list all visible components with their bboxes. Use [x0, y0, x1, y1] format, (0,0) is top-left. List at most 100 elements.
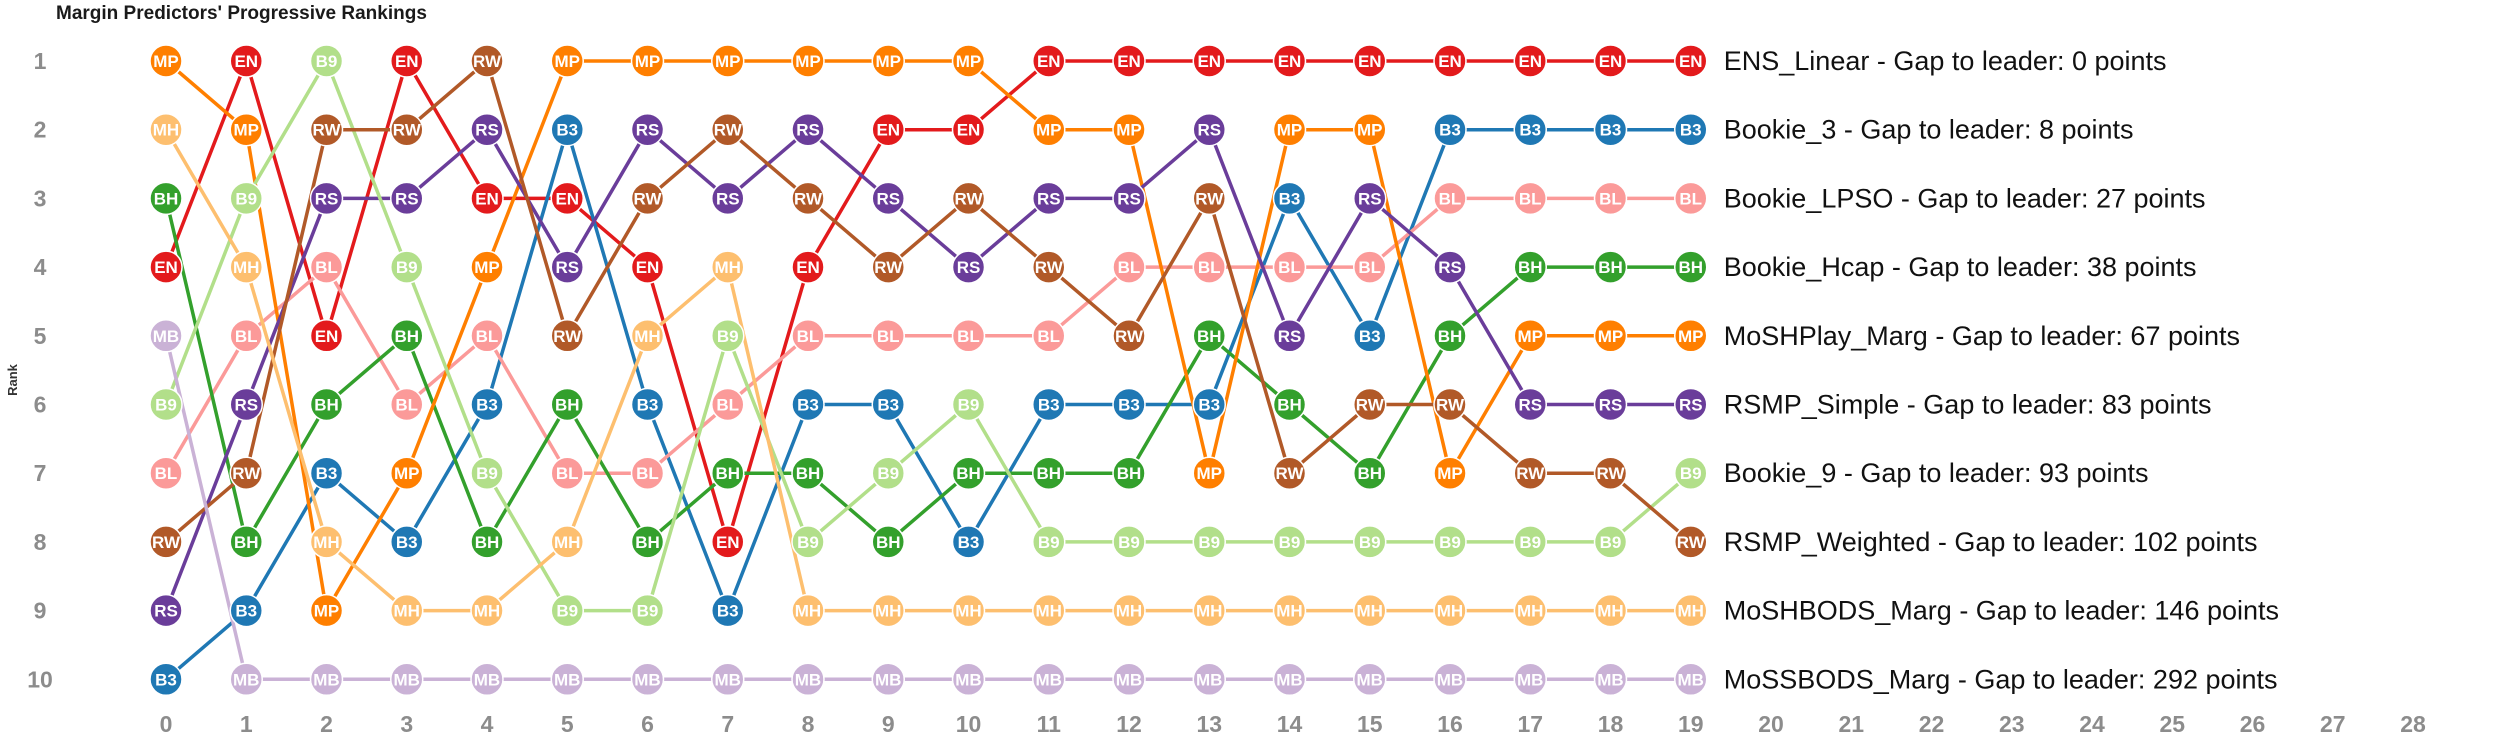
marker-dot — [149, 593, 183, 628]
marker-mp: MP — [1513, 319, 1547, 353]
marker-dot — [1353, 387, 1387, 422]
marker-text: RW — [1677, 533, 1706, 552]
marker-text: MH — [554, 533, 580, 552]
marker-text: MP — [635, 52, 661, 71]
marker-en: EN — [229, 44, 263, 78]
marker-bl: BL — [711, 387, 745, 422]
marker-text: RS — [555, 258, 579, 277]
marker-dot — [711, 525, 745, 559]
marker-dot — [1593, 387, 1628, 422]
marker-bl: BL — [470, 319, 504, 353]
marker-mb: MB — [630, 662, 665, 697]
marker-dot — [871, 44, 905, 78]
marker-bl: BL — [1032, 319, 1066, 353]
marker-text: MH — [1357, 602, 1383, 621]
marker-mh: MH — [309, 525, 344, 559]
series-end-label: RSMP_Simple - Gap to leader: 83 points — [1724, 390, 2212, 420]
marker-text: MB — [1678, 670, 1704, 689]
marker-text: MH — [1517, 602, 1543, 621]
marker-dot — [791, 662, 825, 697]
marker-dot — [1674, 250, 1708, 284]
marker-bh: BH — [1433, 319, 1467, 353]
marker-text: BL — [1358, 258, 1381, 277]
marker-text: BL — [476, 327, 499, 346]
marker-text: MH — [634, 327, 660, 346]
marker-dot — [630, 181, 665, 216]
marker-text: RW — [874, 258, 903, 277]
marker-b3: B3 — [1112, 387, 1146, 422]
marker-rs: RS — [711, 181, 745, 216]
marker-bl: BL — [229, 319, 263, 353]
marker-dot — [1513, 250, 1547, 284]
marker-mp: MP — [229, 112, 263, 147]
marker-text: RW — [1195, 189, 1224, 208]
marker-mb: MB — [711, 662, 745, 697]
marker-dot — [711, 662, 745, 697]
marker-text: EN — [154, 258, 178, 277]
marker-dot — [1032, 44, 1066, 78]
marker-text: BH — [1678, 258, 1703, 277]
marker-dot — [951, 525, 986, 559]
marker-text: BH — [796, 464, 821, 483]
marker-rw: RW — [1272, 456, 1307, 490]
marker-b3: B3 — [1353, 319, 1387, 353]
marker-mp: MP — [1032, 112, 1066, 147]
marker-text: BL — [1439, 189, 1462, 208]
marker-mp: MP — [871, 44, 905, 78]
marker-text: BH — [1277, 396, 1302, 415]
marker-dot — [1593, 319, 1628, 353]
x-tick-label: 11 — [1037, 711, 1062, 737]
marker-dot — [1032, 662, 1066, 697]
marker-text: MH — [1597, 602, 1623, 621]
marker-dot — [390, 525, 424, 559]
marker-mp: MP — [1192, 456, 1226, 490]
y-tick-label: 6 — [34, 392, 47, 418]
marker-b9: B9 — [309, 44, 344, 78]
marker-text: BL — [797, 327, 820, 346]
marker-text: B3 — [958, 533, 980, 552]
marker-text: EN — [957, 121, 981, 140]
marker-text: B3 — [396, 533, 418, 552]
marker-dot — [1674, 593, 1708, 628]
marker-text: BH — [1117, 464, 1142, 483]
marker-text: RW — [1035, 258, 1064, 277]
marker-mb: MB — [1593, 662, 1628, 697]
marker-dot — [149, 662, 183, 697]
marker-rs: RS — [1272, 319, 1307, 353]
marker-mp: MP — [1433, 456, 1467, 490]
marker-dot — [1112, 181, 1146, 216]
marker-dot — [1192, 525, 1226, 559]
marker-text: RS — [395, 189, 419, 208]
marker-text: MP — [1277, 121, 1303, 140]
marker-text: BH — [475, 533, 500, 552]
marker-rs: RS — [1192, 112, 1226, 147]
marker-mh: MH — [149, 112, 183, 147]
marker-dot — [1674, 662, 1708, 697]
marker-dot — [229, 456, 263, 490]
marker-dot — [1433, 44, 1467, 78]
marker-text: RW — [1436, 396, 1465, 415]
marker-mh: MH — [229, 250, 263, 284]
marker-b9: B9 — [1192, 525, 1226, 559]
marker-dot — [951, 456, 986, 490]
x-tick-label: 22 — [1919, 711, 1945, 737]
marker-dot — [1192, 456, 1226, 490]
marker-dot — [550, 319, 584, 353]
marker-text: MH — [233, 258, 259, 277]
marker-mp: MP — [1353, 112, 1387, 147]
marker-text: MP — [234, 121, 260, 140]
marker-dot — [390, 319, 424, 353]
marker-text: BH — [1518, 258, 1543, 277]
marker-text: MH — [715, 258, 741, 277]
marker-b9: B9 — [871, 456, 905, 490]
marker-dot — [229, 44, 263, 78]
marker-text: MH — [875, 602, 901, 621]
marker-bl: BL — [149, 456, 183, 490]
marker-dot — [1513, 112, 1547, 147]
marker-rs: RS — [309, 181, 344, 216]
marker-text: MB — [1357, 670, 1383, 689]
marker-dot — [1593, 112, 1628, 147]
marker-text: RS — [154, 602, 178, 621]
marker-mh: MH — [1032, 593, 1066, 628]
marker-text: MP — [474, 258, 500, 277]
